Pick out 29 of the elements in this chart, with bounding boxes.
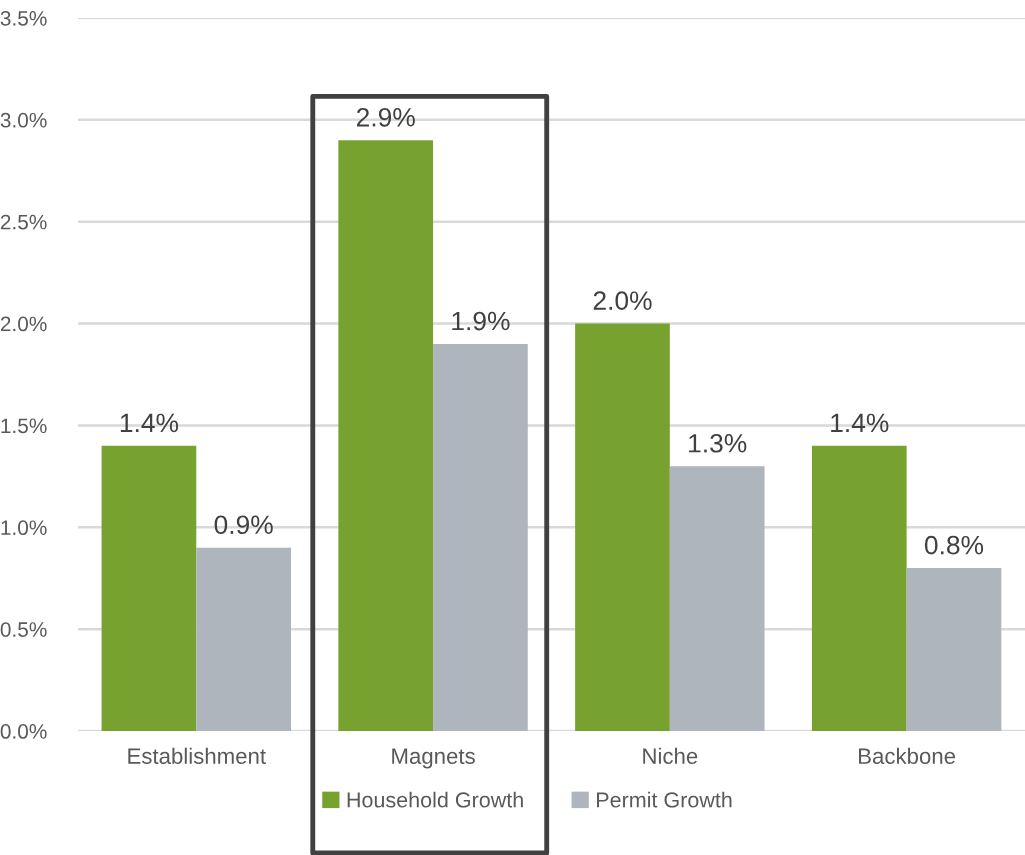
y-tick-label: 0.0% (0, 724, 47, 739)
x-tick-label: Backbone (859, 747, 956, 765)
data-label: 2.0% (593, 291, 652, 311)
x-tick-label: Niche (643, 747, 698, 765)
bar (811, 445, 907, 732)
data-label: 1.4% (831, 413, 889, 433)
data-label: 1.9% (452, 311, 510, 331)
bar (575, 323, 670, 732)
y-tick-label: 2.0% (0, 316, 47, 332)
x-tick-label: Establishment (128, 747, 266, 765)
data-label: 2.9% (356, 107, 415, 127)
y-tick-label: 1.5% (1, 418, 47, 434)
bar (196, 547, 291, 732)
bar (906, 568, 1002, 732)
legend-label: Household Growth (347, 791, 523, 808)
data-label: 1.4% (120, 413, 179, 433)
data-label: 0.8% (924, 535, 984, 555)
bar (433, 343, 528, 732)
legend-label: Permit Growth (597, 791, 732, 808)
y-tick-label: 3.5% (0, 10, 47, 26)
x-tick-label: Magnets (392, 748, 475, 769)
y-tick-label: 1.0% (1, 520, 47, 536)
bar (669, 466, 765, 732)
y-tick-label: 2.5% (0, 214, 47, 230)
data-label: 1.3% (689, 433, 747, 453)
bar (101, 445, 197, 732)
y-tick-label: 0.5% (0, 622, 47, 637)
y-tick-label: 3.0% (0, 112, 47, 128)
data-label: 0.9% (214, 515, 273, 535)
